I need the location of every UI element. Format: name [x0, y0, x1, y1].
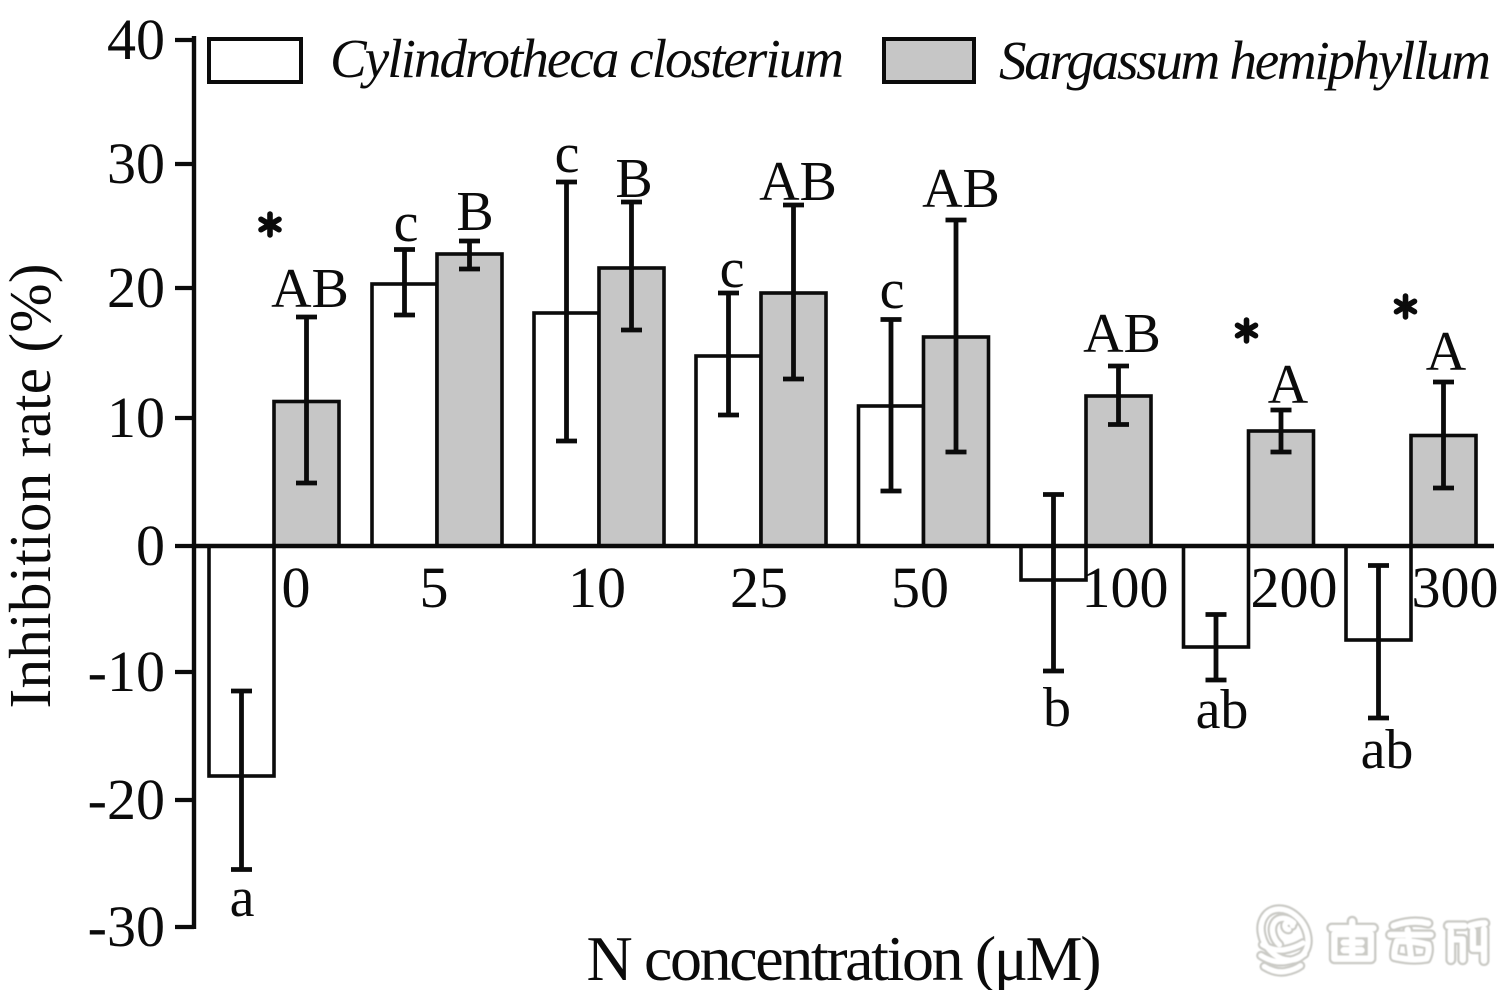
svg-text:-30: -30 [88, 894, 165, 959]
svg-text:30: 30 [107, 131, 165, 196]
svg-text:5: 5 [420, 555, 449, 620]
svg-text:300: 300 [1412, 555, 1499, 620]
svg-text:10: 10 [107, 385, 165, 450]
svg-text:AB: AB [759, 151, 837, 213]
svg-text:A: A [1426, 321, 1467, 383]
svg-text:0: 0 [136, 513, 165, 578]
svg-text:c: c [720, 238, 745, 300]
svg-text:Sargassum hemiphyllum: Sargassum hemiphyllum [999, 30, 1491, 91]
svg-text:N concentration (μM): N concentration (μM) [587, 923, 1102, 990]
svg-text:Inhibition rate (%): Inhibition rate (%) [0, 264, 63, 709]
svg-text:B: B [615, 148, 652, 210]
svg-text:50: 50 [891, 555, 949, 620]
svg-text:ab: ab [1196, 679, 1249, 741]
svg-text:0: 0 [282, 555, 311, 620]
svg-text:c: c [394, 192, 419, 254]
svg-text:ab: ab [1361, 719, 1414, 781]
svg-text:AB: AB [922, 158, 1000, 220]
svg-text:Cylindrotheca closterium: Cylindrotheca closterium [330, 28, 844, 89]
svg-text:25: 25 [730, 555, 788, 620]
svg-text:A: A [1268, 354, 1309, 416]
svg-text:c: c [880, 259, 905, 321]
svg-text:10: 10 [568, 555, 626, 620]
svg-text:AB: AB [1083, 303, 1161, 365]
svg-text:-20: -20 [88, 767, 165, 832]
svg-text:B: B [456, 181, 493, 243]
svg-text:c: c [555, 123, 580, 185]
svg-text:-10: -10 [88, 639, 165, 704]
svg-text:AB: AB [271, 258, 349, 320]
svg-text:20: 20 [107, 255, 165, 320]
svg-text:b: b [1043, 677, 1071, 739]
svg-text:40: 40 [107, 7, 165, 72]
svg-text:100: 100 [1082, 555, 1169, 620]
svg-text:a: a [230, 867, 255, 929]
svg-text:200: 200 [1251, 555, 1338, 620]
